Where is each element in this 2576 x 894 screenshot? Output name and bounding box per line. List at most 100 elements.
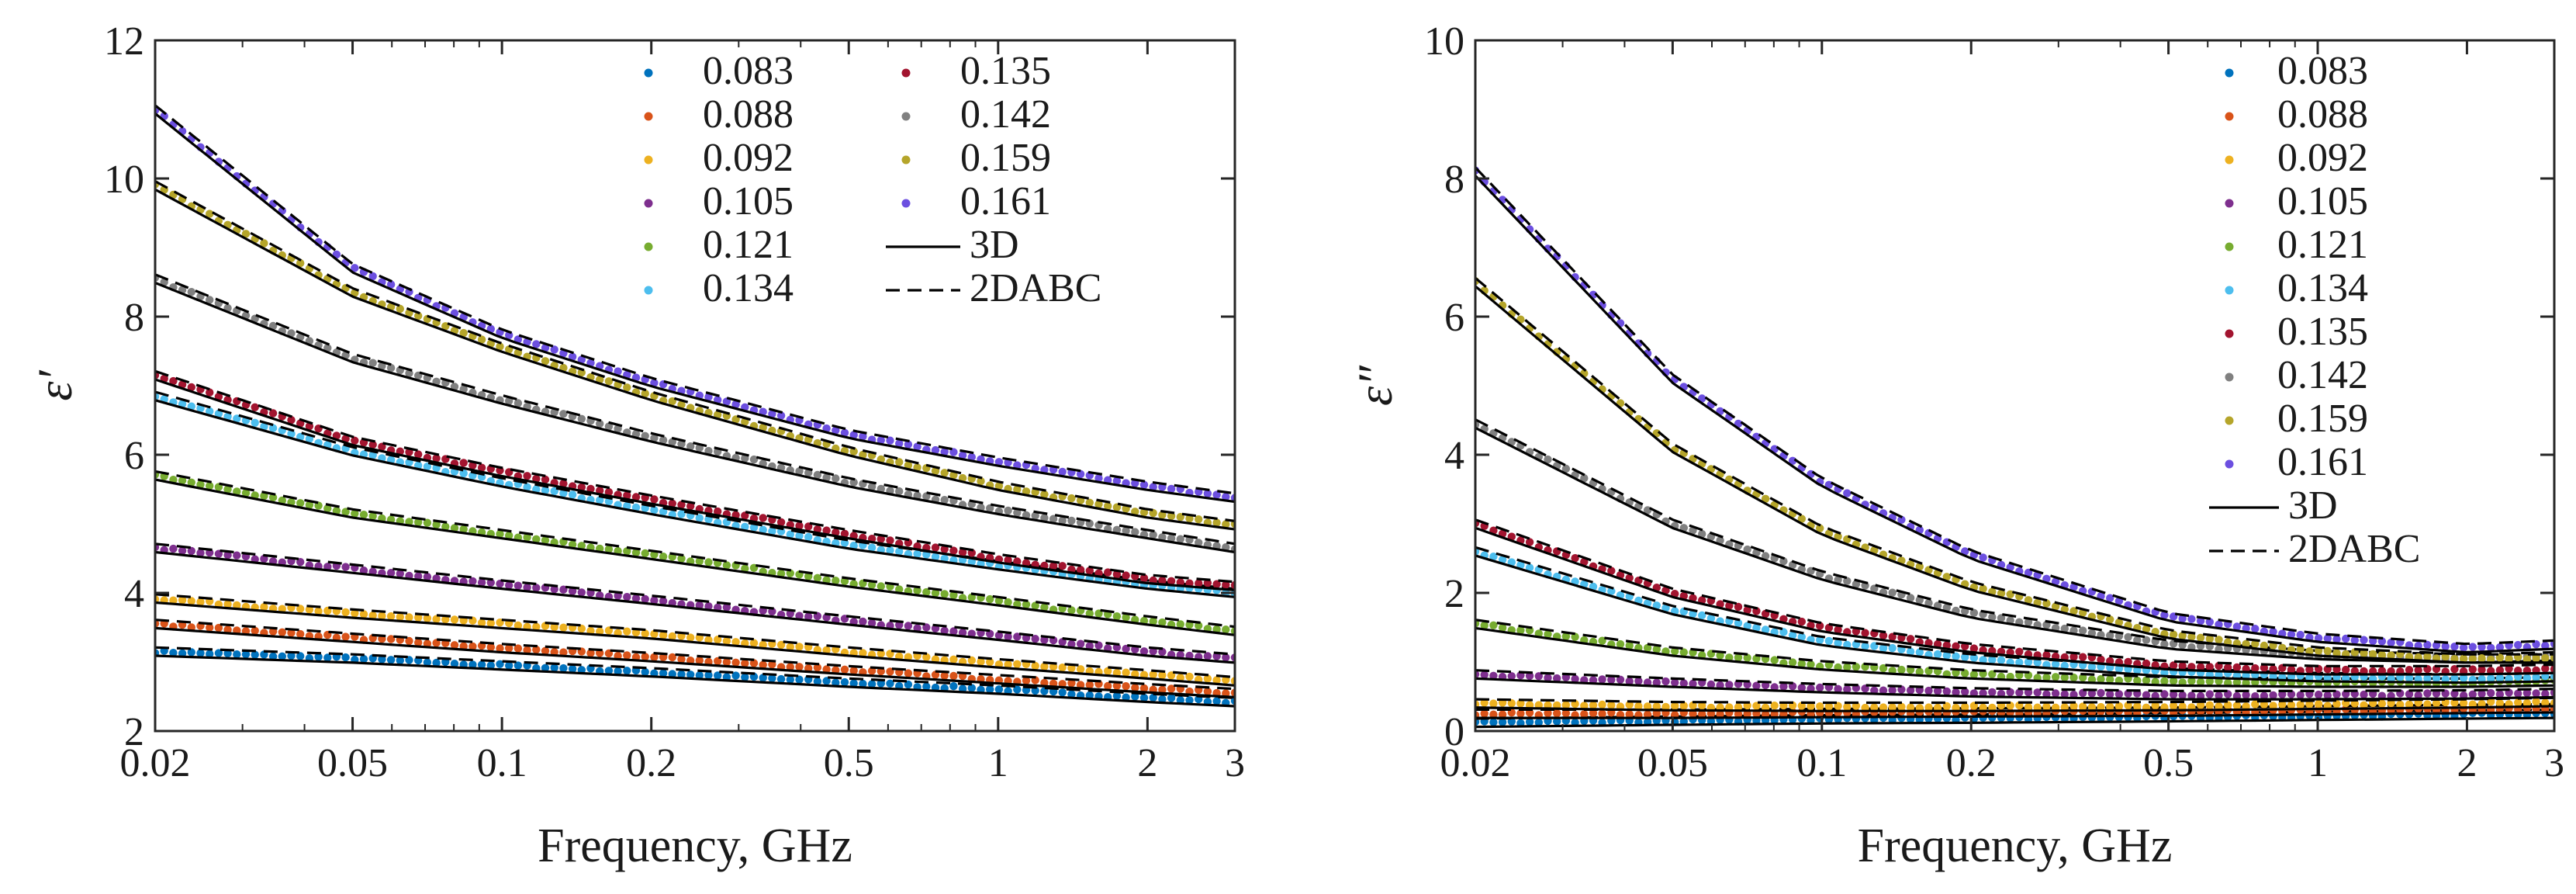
legend-item: 3D xyxy=(2209,483,2338,528)
data-point xyxy=(2468,655,2477,664)
data-point xyxy=(2405,666,2414,674)
data-point xyxy=(1988,688,1997,697)
data-point xyxy=(913,463,921,472)
data-point xyxy=(2178,641,2187,650)
data-point xyxy=(741,673,749,681)
data-point xyxy=(1743,653,1751,662)
data-point xyxy=(1906,635,1915,643)
data-point xyxy=(877,650,886,658)
data-point xyxy=(776,411,786,420)
data-point xyxy=(1888,588,1897,597)
data-point xyxy=(1067,516,1076,525)
data-point xyxy=(2377,699,2387,708)
data-point xyxy=(859,617,867,626)
data-point xyxy=(1952,652,1960,660)
data-point xyxy=(1122,526,1130,535)
data-point xyxy=(1544,674,1552,682)
data-point xyxy=(268,409,278,418)
data-point xyxy=(2414,666,2422,674)
data-point xyxy=(877,679,886,688)
data-point xyxy=(268,424,278,432)
data-point xyxy=(2287,630,2296,639)
data-point xyxy=(977,476,985,486)
data-point xyxy=(523,472,531,480)
data-point xyxy=(722,561,731,570)
legend-label: 0.134 xyxy=(2277,266,2368,310)
data-point xyxy=(994,631,1004,639)
data-point xyxy=(1167,684,1176,693)
data-point xyxy=(2477,643,2486,651)
data-point xyxy=(459,469,468,478)
data-point xyxy=(1122,693,1130,702)
data-point xyxy=(2015,688,2024,697)
data-point xyxy=(1571,632,1579,641)
data-point xyxy=(351,264,359,272)
data-point xyxy=(849,478,858,487)
data-point xyxy=(1952,688,1960,697)
y-tick-label: 2 xyxy=(1444,572,1464,616)
data-point xyxy=(1661,604,1670,612)
data-point xyxy=(459,328,468,338)
data-point xyxy=(986,657,994,667)
data-point xyxy=(1498,623,1507,632)
data-point xyxy=(233,650,241,659)
data-point xyxy=(2269,627,2277,636)
data-point xyxy=(2477,665,2486,674)
data-point xyxy=(1634,702,1643,711)
data-point xyxy=(1834,639,1842,647)
data-point xyxy=(523,483,531,491)
data-point xyxy=(477,335,486,344)
data-point xyxy=(2405,674,2414,682)
legend-item: 0.121 xyxy=(2225,223,2368,267)
data-point xyxy=(768,674,776,683)
data-point xyxy=(1131,508,1139,516)
data-point xyxy=(241,650,251,659)
data-point xyxy=(822,677,831,685)
data-point xyxy=(2042,673,2051,682)
data-point xyxy=(1671,678,1679,687)
data-point xyxy=(768,527,776,535)
fit-line-2dabc xyxy=(155,593,1235,679)
data-point xyxy=(2079,653,2087,661)
data-point xyxy=(795,612,804,620)
series-left-0.142 xyxy=(155,273,1235,554)
data-point xyxy=(1525,718,1534,726)
data-point xyxy=(1040,662,1049,671)
data-point xyxy=(1013,557,1022,566)
data-point xyxy=(341,608,350,617)
fit-line-3d xyxy=(155,378,1235,591)
data-point xyxy=(2042,690,2051,698)
data-point xyxy=(704,670,713,680)
data-point xyxy=(2468,665,2477,674)
data-point xyxy=(2251,625,2260,633)
legend-item: 0.092 xyxy=(644,136,794,180)
legend-item: 0.083 xyxy=(644,49,794,93)
data-point xyxy=(1031,661,1039,670)
data-point xyxy=(1861,629,1869,637)
data-point xyxy=(2532,654,2540,663)
data-point xyxy=(1149,531,1157,539)
data-point xyxy=(668,653,676,662)
data-point xyxy=(1085,567,1094,575)
data-point xyxy=(832,678,840,687)
data-point xyxy=(1734,653,1743,662)
data-point xyxy=(2487,643,2495,652)
data-point xyxy=(1589,582,1598,591)
data-point xyxy=(1770,710,1779,719)
data-point xyxy=(2468,690,2477,698)
data-point xyxy=(1094,474,1103,483)
legend-item: 2DABC xyxy=(886,266,1101,310)
data-point xyxy=(2033,658,2042,667)
data-point xyxy=(268,652,278,661)
data-point xyxy=(714,411,722,419)
data-point xyxy=(523,646,531,654)
data-point xyxy=(169,376,178,386)
data-point xyxy=(940,590,949,598)
data-point xyxy=(2042,702,2051,711)
data-point xyxy=(1004,556,1012,564)
x-tick-label: 3 xyxy=(2544,741,2564,785)
fit-line-3d xyxy=(155,626,1235,698)
data-point xyxy=(2468,643,2477,651)
legend-item: 0.105 xyxy=(2225,179,2368,224)
data-point xyxy=(1004,632,1012,641)
